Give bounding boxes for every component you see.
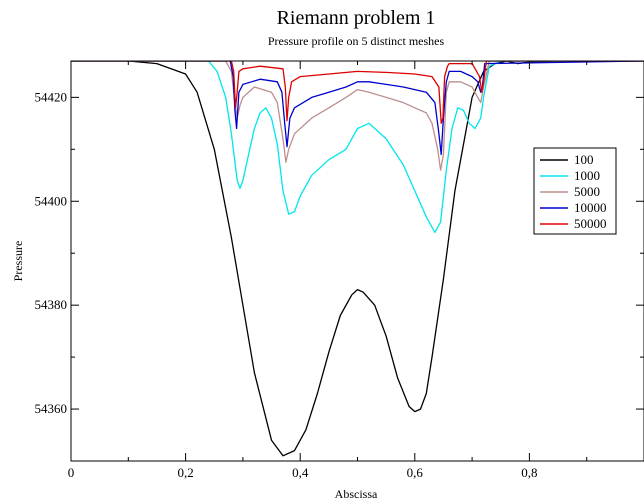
- series-line-10000: [71, 61, 644, 156]
- series-layer: [71, 61, 644, 457]
- x-axis-label: Abscissa: [335, 487, 378, 501]
- series-line-100: [71, 61, 644, 457]
- x-tick-label: 0,4: [292, 465, 309, 480]
- y-tick-label: 54420: [35, 89, 68, 104]
- legend-label-100: 100: [574, 152, 594, 167]
- axis-layer: 0 0,2 0,4 0,6 0,8 54360 54380 54400 54420: [35, 61, 644, 480]
- x-tick-label: 0,6: [407, 465, 424, 480]
- y-tick-label: 54380: [35, 297, 68, 312]
- y-tick-label: 54360: [35, 401, 68, 416]
- legend-box: [533, 147, 617, 235]
- chart-title: Riemann problem 1: [277, 7, 436, 29]
- series-line-50000: [71, 61, 644, 124]
- legend-label-1000: 1000: [574, 168, 600, 183]
- y-tick-label: 54400: [35, 193, 68, 208]
- chart-subtitle: Pressure profile on 5 distinct meshes: [268, 34, 445, 48]
- series-line-5000: [71, 61, 644, 171]
- legend-label-5000: 5000: [574, 184, 600, 199]
- legend-label-50000: 50000: [574, 216, 607, 231]
- y-axis-label: Pressure: [11, 241, 25, 282]
- legend-label-10000: 10000: [574, 200, 607, 215]
- x-tick-label: 0: [68, 465, 75, 480]
- plot-frame: [70, 60, 644, 462]
- x-tick-label: 0,8: [521, 465, 537, 480]
- x-tick-label: 0,2: [177, 465, 193, 480]
- series-line-1000: [71, 61, 644, 234]
